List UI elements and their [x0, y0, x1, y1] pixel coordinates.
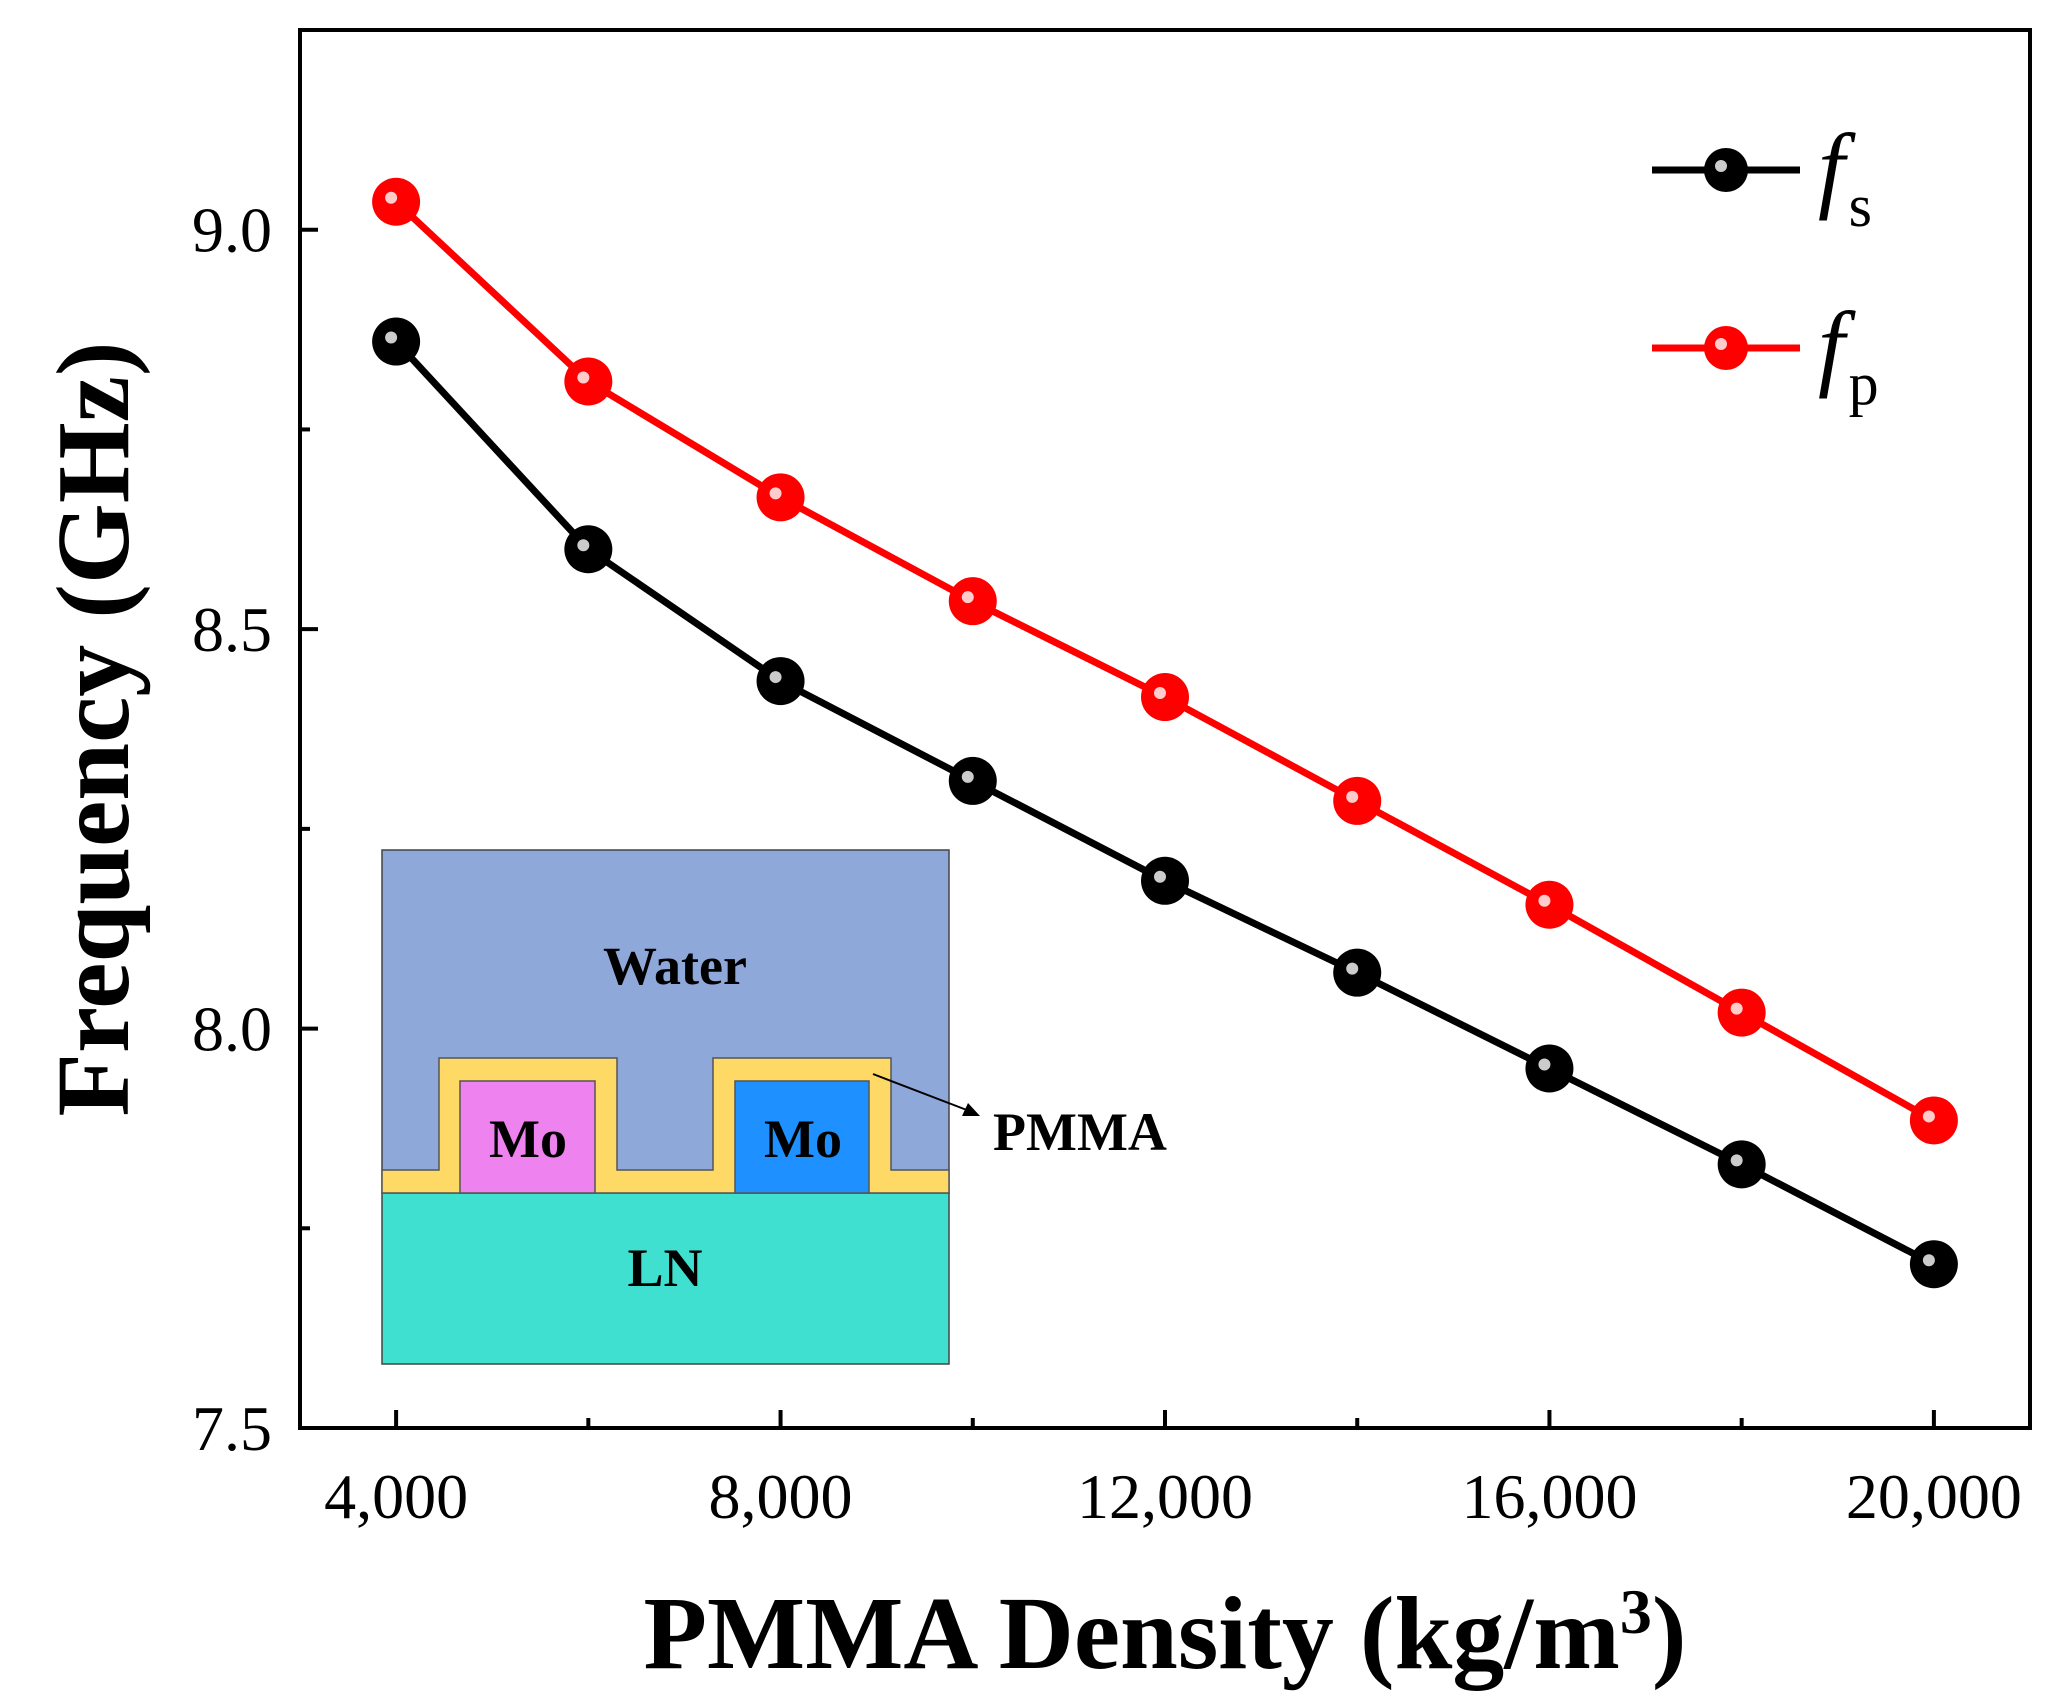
x-axis-title: PMMA Density (kg/m3)	[644, 1576, 1687, 1692]
inset-water-label: Water	[603, 936, 747, 996]
data-point-p	[1141, 673, 1189, 722]
x-axis-ticks: 4,000 8,000 12,000 16,000 20,000	[324, 1410, 2022, 1532]
pmma-pointer-arrowhead	[962, 1103, 980, 1116]
data-point-highlight	[1730, 1154, 1743, 1167]
data-point-p	[1333, 776, 1382, 825]
data-point-s	[756, 657, 805, 706]
pmma-pointer-line	[872, 1073, 973, 1113]
x-tick-label: 16,000	[1461, 1461, 1637, 1532]
data-point-p	[1909, 1096, 1958, 1145]
data-point-highlight	[1538, 894, 1551, 907]
data-point-highlight	[577, 371, 590, 384]
data-point-highlight	[385, 331, 398, 344]
legend: fs fp	[1652, 114, 1879, 417]
y-axis-ticks: 7.5 8.0 8.5 9.0	[192, 195, 318, 1464]
data-point-highlight	[1730, 1002, 1743, 1015]
data-point-highlight	[961, 770, 974, 783]
data-point-s	[1333, 948, 1382, 997]
legend-label-fs: fs	[1818, 114, 1872, 239]
data-point-s	[1525, 1044, 1574, 1093]
data-point-highlight	[1154, 687, 1166, 700]
series-layer	[372, 177, 1958, 1289]
legend-marker-fs	[1704, 148, 1748, 192]
data-point-p	[948, 577, 997, 626]
data-point-p	[372, 177, 421, 226]
data-point-s	[1141, 856, 1189, 905]
data-point-highlight	[961, 591, 974, 604]
legend-marker-fp-highlight	[1715, 338, 1727, 350]
y-tick-label: 7.5	[192, 1393, 272, 1464]
data-point-p	[1525, 880, 1574, 929]
data-point-highlight	[1346, 790, 1359, 803]
y-tick-label: 9.0	[192, 195, 272, 266]
inset-mo-right	[734, 1080, 870, 1194]
data-point-highlight	[1346, 962, 1359, 975]
inset-mo-left	[459, 1080, 596, 1194]
x-tick-label: 8,000	[709, 1461, 853, 1532]
data-point-highlight	[385, 191, 398, 204]
legend-marker-fs-highlight	[1715, 160, 1727, 172]
data-point-highlight	[1154, 870, 1166, 883]
x-tick-label: 20,000	[1846, 1461, 2022, 1532]
inset-schematic: Water Mo Mo PMMA LN	[381, 849, 1167, 1365]
inset-pmma-label: PMMA	[993, 1102, 1167, 1162]
inset-mo-right-label: Mo	[764, 1109, 842, 1169]
data-point-p	[1717, 988, 1766, 1037]
data-point-p	[756, 473, 805, 522]
data-point-s	[948, 756, 997, 805]
data-point-s	[1717, 1140, 1766, 1189]
data-point-s	[372, 317, 421, 366]
inset-mo-left-label: Mo	[489, 1109, 567, 1169]
y-tick-label: 8.0	[192, 994, 272, 1065]
data-point-highlight	[1922, 1110, 1935, 1123]
data-point-highlight	[577, 539, 590, 552]
inset-ln-label: LN	[627, 1238, 702, 1298]
data-point-s	[564, 525, 613, 574]
x-axis-title-superscript: 3	[1620, 1576, 1652, 1647]
data-point-p	[564, 357, 613, 406]
data-point-highlight	[1922, 1254, 1935, 1267]
data-point-highlight	[1538, 1058, 1551, 1071]
x-tick-label: 12,000	[1077, 1461, 1253, 1532]
inset-ln	[381, 1192, 950, 1365]
data-point-highlight	[769, 487, 782, 500]
y-tick-label: 8.5	[192, 594, 272, 665]
legend-label-fp: fp	[1818, 292, 1879, 417]
data-point-s	[1909, 1240, 1958, 1289]
legend-marker-fp	[1704, 326, 1748, 370]
y-axis-title: Frequency (GHz)	[36, 341, 151, 1116]
x-tick-label: 4,000	[324, 1461, 468, 1532]
data-point-highlight	[769, 671, 782, 684]
